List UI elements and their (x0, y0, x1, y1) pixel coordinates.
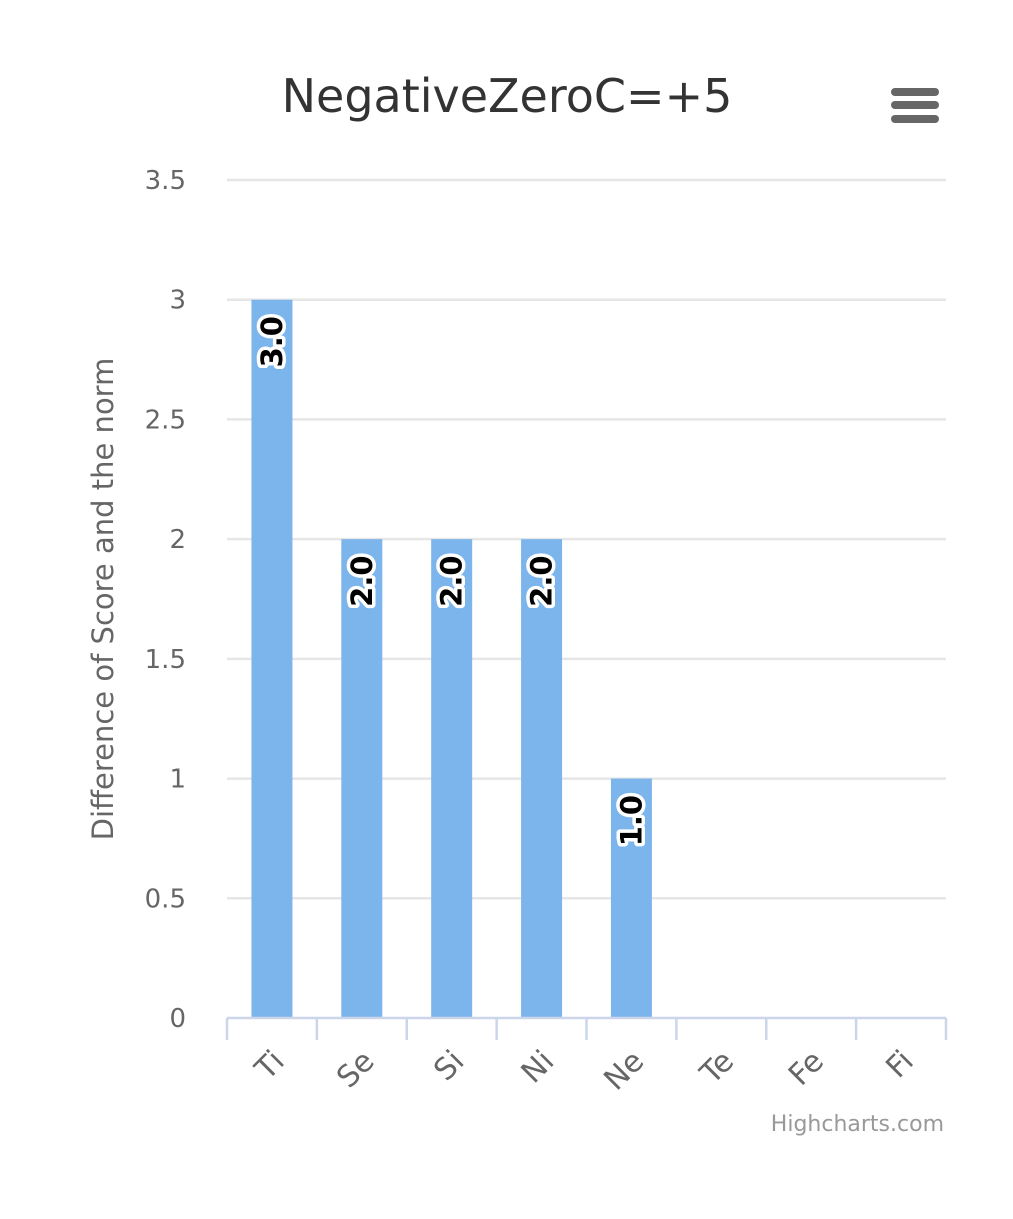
bar-ti[interactable] (251, 299, 293, 1018)
bar-ni[interactable] (521, 539, 563, 1018)
y-tick-label: 3.5 (145, 166, 186, 196)
y-tick-label: 1 (169, 765, 186, 795)
x-tick-label: Ti (248, 1044, 292, 1088)
hamburger-menu-icon (891, 88, 939, 123)
bars (251, 299, 652, 1018)
y-tick-label: 3 (169, 286, 186, 316)
data-labels: 3.0 2.0 2.0 2.0 1.0 (251, 313, 652, 850)
bar-si[interactable] (431, 539, 473, 1018)
y-tick-label: 1.5 (145, 645, 186, 675)
export-menu-button[interactable] (880, 78, 950, 134)
data-label: 3.0 (255, 316, 289, 367)
credits-link[interactable]: Highcharts.com (771, 1112, 944, 1137)
y-tick-label: 2.5 (145, 405, 186, 435)
grid-lines (227, 178, 946, 900)
y-axis-title: Difference of Score and the norm (86, 358, 120, 841)
y-tick-label: 2 (169, 525, 186, 555)
bar-se[interactable] (341, 539, 383, 1018)
x-tick-label: Te (693, 1044, 741, 1092)
data-label: 1.0 (614, 795, 648, 846)
x-axis: Ti Se Si Ni Ne Te Fe Fi (225, 1016, 948, 1098)
data-label: 2.0 (345, 555, 379, 606)
x-tick-label: Fi (879, 1044, 920, 1085)
data-label: 2.0 (435, 555, 469, 606)
bar-ne[interactable] (610, 778, 652, 1018)
chart-title: NegativeZeroC=+5 (282, 69, 733, 123)
x-tick-label: Ne (597, 1044, 651, 1098)
data-label: 2.0 (525, 555, 559, 606)
x-tick-label: Ni (515, 1044, 562, 1091)
y-axis-ticks: 0 0.5 1 1.5 2 2.5 3 3.5 (145, 166, 186, 1034)
x-tick-label: Fe (782, 1044, 831, 1093)
y-tick-label: 0.5 (145, 884, 186, 914)
x-tick-label: Se (330, 1044, 381, 1095)
y-tick-label: 0 (169, 1004, 186, 1034)
x-tick-label: Si (427, 1044, 471, 1088)
